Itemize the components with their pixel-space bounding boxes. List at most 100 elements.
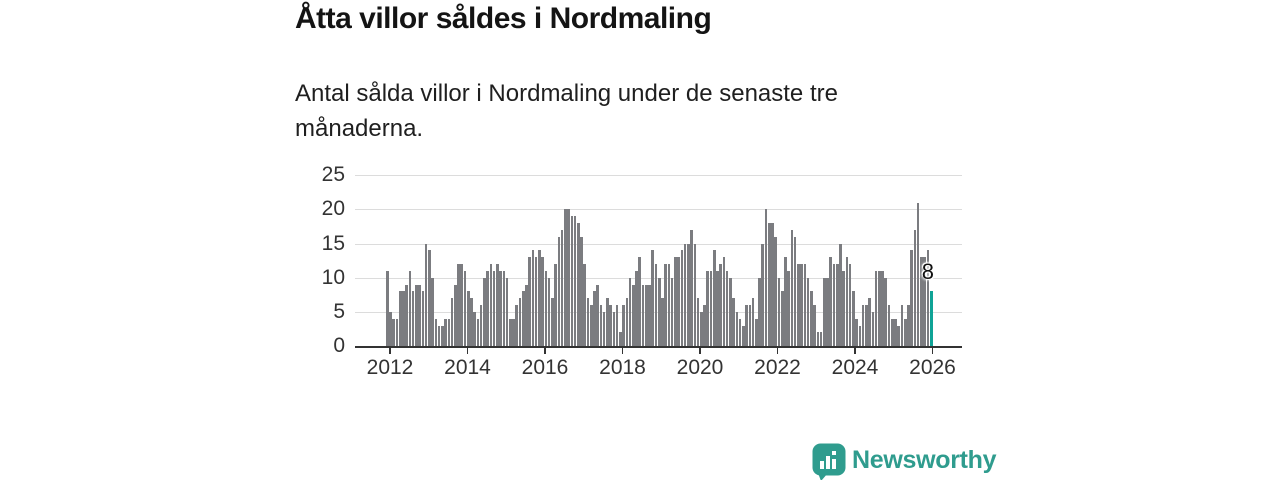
bar: [570, 216, 574, 346]
bar: [920, 257, 923, 346]
bar: [538, 250, 541, 346]
bar: [712, 250, 716, 346]
bar: [515, 305, 519, 346]
bar: [525, 284, 528, 346]
x-tick-label-2026: 2026: [909, 356, 956, 379]
bar: [916, 202, 920, 346]
bar: [677, 257, 680, 346]
x-tick-2020: [699, 347, 701, 354]
bar: [683, 243, 687, 346]
bar: [593, 291, 596, 346]
bar: [881, 270, 884, 346]
bar: [518, 298, 522, 346]
y-tick-label-0: 0: [333, 334, 345, 357]
x-tick-2016: [544, 347, 546, 354]
bar: [868, 298, 871, 346]
bar: [586, 298, 590, 346]
bar: [496, 264, 499, 346]
y-tick-label-20: 20: [321, 197, 345, 221]
bar: [871, 311, 875, 346]
bar: [418, 284, 421, 346]
bar: [528, 257, 532, 346]
x-tick-label-2014: 2014: [444, 356, 491, 379]
bar: [395, 318, 399, 346]
x-tick-label-2012: 2012: [366, 356, 414, 379]
bar: [547, 277, 551, 346]
bar: [729, 277, 732, 346]
bar: [742, 325, 745, 346]
bar: [751, 298, 755, 346]
bar: [716, 270, 719, 346]
x-tick-label-2018: 2018: [599, 356, 646, 379]
bar: [402, 291, 405, 346]
bar: [693, 243, 697, 346]
bar: [706, 270, 710, 346]
bar: [725, 270, 729, 346]
bar: [657, 277, 661, 346]
bar: [813, 305, 816, 346]
bar: [903, 318, 907, 346]
bar: [411, 291, 415, 346]
bar: [651, 250, 655, 346]
bar: [839, 243, 842, 346]
bar: [800, 264, 803, 346]
y-tick-label-25: 25: [321, 163, 345, 187]
bar: [852, 291, 855, 346]
bar: [771, 223, 774, 346]
bar: [777, 277, 781, 346]
bar: [389, 311, 392, 346]
bar: [632, 284, 635, 346]
bar: [421, 291, 425, 346]
bar: [709, 270, 713, 346]
bar: [609, 305, 612, 346]
bar: [897, 325, 901, 346]
bar: [619, 332, 622, 346]
bar: [719, 264, 722, 346]
bar: [596, 284, 599, 346]
bar: [690, 229, 693, 346]
x-tick-2014: [466, 347, 469, 354]
bar: [722, 257, 726, 346]
bar: [926, 250, 930, 346]
bar: [784, 257, 787, 346]
bar: [551, 298, 554, 346]
bar: [573, 216, 577, 346]
bar: [790, 229, 794, 346]
bar: [829, 257, 833, 346]
bar: [405, 284, 409, 346]
bar: [755, 318, 758, 346]
bar: [602, 311, 606, 346]
bar: [816, 332, 820, 346]
bar: [453, 284, 457, 346]
bar: [492, 270, 496, 346]
bar: [767, 223, 771, 346]
bar: [457, 264, 460, 346]
bar: [509, 318, 512, 346]
bar: [699, 311, 703, 346]
bar: [923, 257, 926, 346]
bar: [858, 325, 862, 346]
bar: [466, 291, 470, 346]
bar: [745, 305, 748, 346]
bar: [612, 311, 616, 346]
bar: [793, 236, 797, 346]
bar: [434, 318, 438, 346]
bar: [774, 236, 778, 346]
bar: [499, 270, 502, 346]
bar: [554, 264, 557, 346]
bar: [842, 270, 845, 346]
bar: [428, 250, 431, 346]
bar: [667, 264, 671, 346]
bar: [408, 270, 412, 346]
bar: [534, 257, 538, 346]
bar: [806, 277, 810, 346]
bar: [560, 229, 564, 346]
bar: [848, 264, 852, 346]
bar: [398, 291, 402, 346]
bar: [567, 209, 570, 346]
bar: [648, 284, 651, 346]
bar: [638, 257, 642, 346]
x-tick-label-2016: 2016: [521, 356, 569, 379]
bar: [670, 277, 674, 346]
bar: [703, 305, 706, 346]
